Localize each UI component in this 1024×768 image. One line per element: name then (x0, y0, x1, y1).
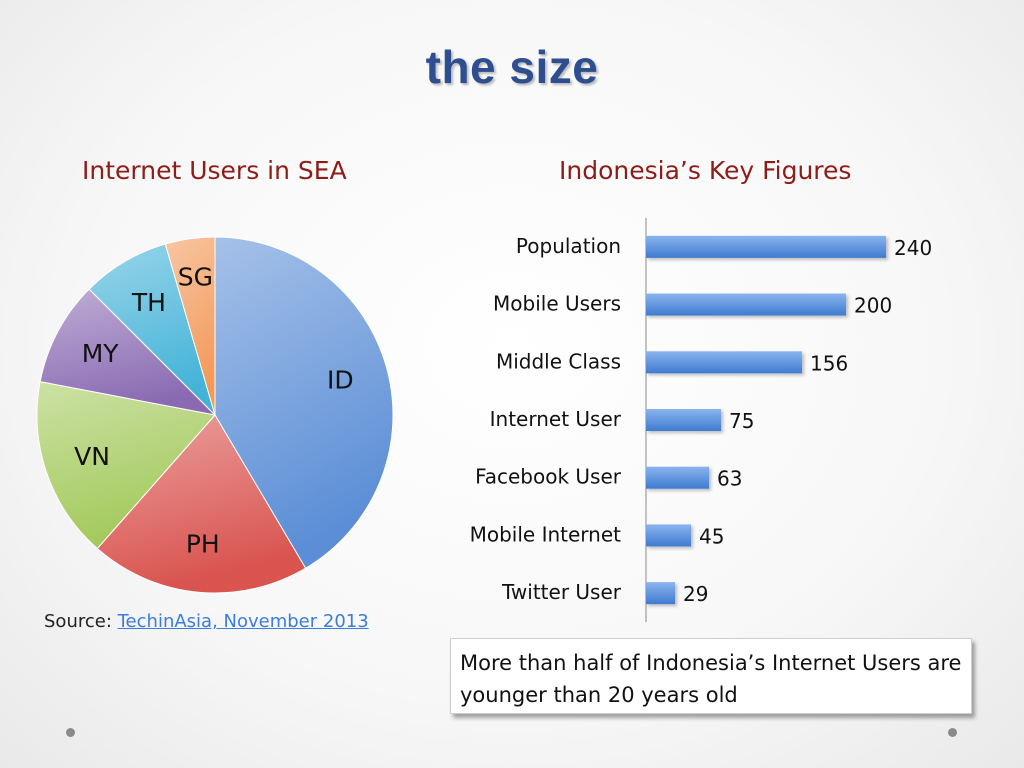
bar-category-label: Facebook User (475, 465, 622, 489)
bar-mobile-internet (646, 524, 691, 547)
corner-dot-left (66, 728, 75, 737)
bar-category-label: Population (516, 234, 621, 258)
pie-slice-shade-sg (165, 237, 215, 415)
pie-chart-title: Internet Users in SEA (82, 156, 347, 185)
pie-slice-shade-my (40, 289, 216, 415)
source-link[interactable]: TechinAsia, November 2013 (117, 611, 369, 632)
slide-title: the size (425, 41, 599, 93)
pie-slice-shade-th (89, 244, 215, 415)
pie-label-ph: PH (186, 529, 220, 558)
bar-mobile-users (646, 293, 846, 316)
bar-value-label: 75 (729, 409, 754, 433)
pie-slice-shade-id (215, 237, 393, 569)
pie-chart: ID PH VN MY TH SG (36, 236, 394, 594)
bar-value-label: 45 (699, 524, 724, 548)
bar-facebook-user (646, 466, 709, 489)
bar-internet-user (646, 409, 721, 431)
bar-value-label: 63 (717, 467, 742, 491)
bar-chart-title: Indonesia’s Key Figures (559, 156, 852, 185)
bar-category-label: Mobile Users (493, 292, 621, 316)
pie-label-vn: VN (74, 442, 110, 471)
pie-slice-shade-vn (37, 381, 215, 549)
pie-label-my: MY (82, 339, 120, 368)
source-label: Source: (44, 611, 112, 632)
pie-label-sg: SG (178, 263, 213, 292)
corner-dot-right (948, 728, 957, 737)
bar-value-label: 200 (854, 294, 892, 318)
bar-category-label: Twitter User (501, 580, 622, 604)
bar-middle-class (646, 351, 802, 374)
source-citation: Source: TechinAsia, November 2013 (44, 611, 369, 632)
pie-label-th: TH (131, 288, 166, 317)
pie-slice-shade-ph (97, 415, 306, 593)
bar-value-label: 156 (810, 351, 848, 375)
bar-category-label: Middle Class (496, 349, 621, 373)
bar-population (646, 235, 886, 258)
pie-label-id: ID (327, 366, 354, 395)
bar-value-label: 29 (683, 582, 708, 606)
bar-category-label: Internet User (490, 407, 622, 431)
bar-twitter-user (646, 582, 675, 605)
bar-value-label: 240 (894, 236, 932, 260)
bar-chart: Population 240 Mobile Users 200 Middle Class… (470, 218, 932, 622)
bar-category-label: Mobile Internet (470, 522, 622, 546)
callout-note: More than half of Indonesia’s Internet U… (450, 638, 972, 714)
